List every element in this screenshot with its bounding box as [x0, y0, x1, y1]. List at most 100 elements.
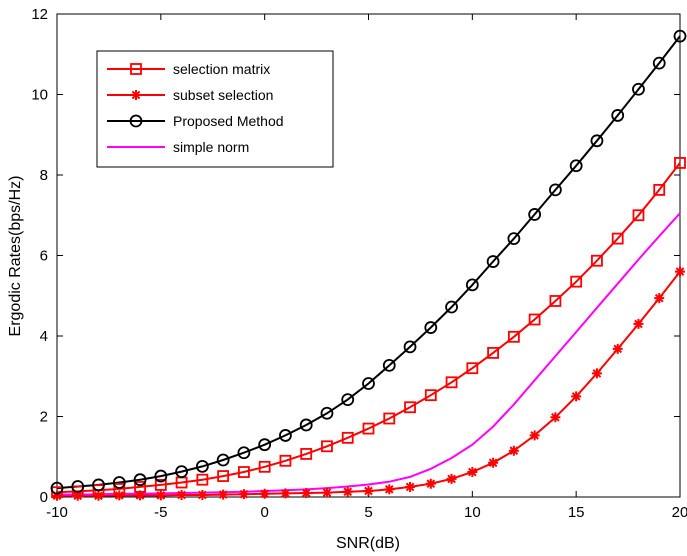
x-axis-label: SNR(dB)	[336, 535, 400, 552]
data-point-proposed-method	[673, 29, 687, 43]
data-point-subset-selection	[488, 457, 499, 468]
data-point-selection-matrix	[362, 422, 375, 435]
data-point-proposed-method	[465, 278, 479, 292]
data-point-subset-selection	[52, 490, 62, 501]
data-point-proposed-method	[279, 429, 292, 442]
data-point-proposed-method	[549, 183, 562, 197]
data-point-subset-selection	[176, 489, 187, 500]
data-point-proposed-method	[507, 232, 521, 245]
data-point-proposed-method	[133, 473, 147, 487]
data-point-selection-matrix	[632, 209, 645, 222]
data-point-selection-matrix	[445, 376, 458, 389]
data-point-proposed-method	[195, 460, 209, 473]
data-point-selection-matrix	[383, 412, 396, 425]
data-point-proposed-method	[216, 453, 230, 467]
data-point-selection-matrix	[300, 448, 313, 460]
data-point-subset-selection	[675, 266, 685, 277]
data-point-selection-matrix	[279, 454, 292, 467]
data-point-subset-selection	[529, 430, 540, 441]
x-tick-label: -5	[154, 504, 167, 521]
data-point-proposed-method	[154, 469, 168, 483]
data-point-subset-selection	[342, 486, 353, 497]
data-point-proposed-method	[403, 340, 417, 354]
legend-marker-subset-selection	[131, 90, 141, 100]
y-tick-label: 6	[40, 248, 48, 265]
x-tick-label: -10	[46, 504, 68, 521]
y-tick-label: 10	[31, 87, 48, 104]
data-point-selection-matrix	[674, 157, 686, 169]
data-point-proposed-method	[569, 159, 583, 173]
data-point-subset-selection	[384, 484, 395, 495]
data-point-selection-matrix	[549, 295, 562, 307]
data-point-subset-selection	[72, 490, 83, 501]
data-point-subset-selection	[571, 391, 582, 402]
data-point-subset-selection	[218, 489, 229, 500]
y-tick-label: 4	[40, 328, 48, 345]
legend-marker-selection-matrix	[130, 63, 142, 75]
data-point-proposed-method	[320, 406, 334, 420]
data-point-selection-matrix	[237, 466, 250, 478]
data-point-proposed-method	[528, 208, 542, 221]
data-point-selection-matrix	[341, 431, 354, 444]
data-point-proposed-method	[632, 82, 645, 96]
data-point-proposed-method	[50, 481, 64, 495]
data-point-selection-matrix	[611, 232, 624, 245]
data-point-selection-matrix	[404, 401, 416, 414]
data-point-selection-matrix	[196, 473, 209, 486]
legend: selection matrix subset selection Proposed…	[96, 50, 334, 168]
data-point-selection-matrix	[258, 460, 271, 473]
data-point-subset-selection	[405, 481, 416, 492]
data-point-selection-matrix	[321, 440, 333, 453]
data-point-selection-matrix	[653, 183, 666, 196]
data-point-subset-selection	[301, 487, 312, 498]
data-point-subset-selection	[550, 412, 561, 423]
data-point-proposed-method	[258, 438, 272, 452]
data-point-subset-selection	[321, 487, 332, 498]
data-point-subset-selection	[612, 343, 623, 354]
axis-ticks: -10 -5 0 5 10 15 20 0 2 4 6 8 10 12	[31, 6, 687, 521]
legend-label-simple-norm: simple norm	[173, 139, 249, 155]
y-tick-label: 2	[40, 409, 48, 426]
data-point-proposed-method	[611, 109, 625, 122]
data-point-subset-selection	[197, 489, 208, 500]
data-point-selection-matrix	[217, 470, 230, 482]
data-point-subset-selection	[363, 485, 374, 496]
series-line-selection-matrix	[56, 162, 681, 494]
legend-marker-proposed-method	[129, 114, 143, 128]
data-point-selection-matrix	[424, 389, 437, 402]
series-line-proposed-method	[56, 35, 681, 490]
x-tick-label: 10	[464, 504, 481, 521]
data-point-selection-matrix	[507, 330, 520, 343]
data-point-selection-matrix	[466, 362, 479, 375]
x-tick-label: 15	[568, 504, 585, 521]
data-point-subset-selection	[633, 318, 644, 329]
data-point-subset-selection	[259, 488, 270, 499]
data-point-proposed-method	[486, 255, 500, 268]
data-point-proposed-method	[341, 393, 355, 406]
data-point-proposed-method	[424, 321, 438, 334]
x-tick-label: 20	[672, 504, 687, 521]
y-axis-label: Ergodic Rates(bps/Hz)	[7, 176, 24, 337]
data-point-selection-matrix	[154, 479, 167, 491]
data-point-proposed-method	[112, 476, 126, 489]
data-point-proposed-method	[92, 478, 105, 492]
legend-label-selection-matrix: selection matrix	[173, 61, 270, 77]
series-markers	[50, 29, 687, 501]
data-point-selection-matrix	[570, 275, 583, 288]
data-point-subset-selection	[135, 490, 146, 501]
data-point-proposed-method	[590, 134, 604, 148]
data-point-subset-selection	[425, 478, 436, 489]
legend-label-subset-selection: subset selection	[173, 87, 273, 103]
x-tick-label: 0	[260, 504, 268, 521]
y-tick-label: 12	[31, 6, 48, 23]
data-point-selection-matrix	[591, 254, 603, 267]
data-point-subset-selection	[93, 490, 104, 501]
data-point-proposed-method	[382, 358, 396, 372]
legend-label-proposed-method: Proposed Method	[173, 113, 284, 129]
data-point-subset-selection	[446, 473, 457, 484]
y-tick-label: 0	[40, 489, 48, 506]
data-point-proposed-method	[652, 56, 666, 70]
y-tick-label: 8	[40, 167, 48, 184]
data-point-subset-selection	[467, 467, 478, 478]
